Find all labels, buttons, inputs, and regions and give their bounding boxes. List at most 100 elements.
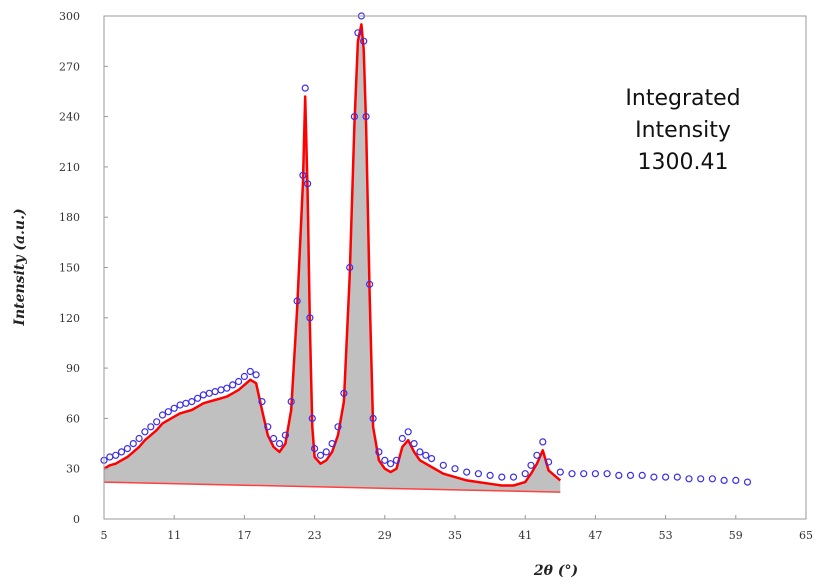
y-tick-label: 210 [59,161,80,174]
y-tick-label: 60 [66,412,80,425]
observed-point [527,461,535,469]
observed-point [580,470,588,478]
observed-point [381,456,389,464]
observed-point [375,448,383,456]
observed-point [360,37,368,45]
x-tick-label: 41 [518,529,532,542]
observed-point [463,468,471,476]
y-tick-label: 300 [59,10,80,23]
observed-point [474,470,482,478]
observed-point [311,445,319,453]
observed-point [498,473,506,481]
baseline-line [103,481,561,493]
observed-point [264,423,272,431]
tick-group: 5 11 17 23 29 35 41 47 53 59 65 0 30 60 90 120 150 180 210… [59,10,813,542]
observed-point [509,473,518,481]
observed-point [306,314,314,322]
observed-point [194,394,202,402]
x-tick-label: 29 [378,529,392,542]
observed-point [369,414,377,422]
observed-point [404,428,412,436]
observed-point [708,475,717,483]
observed-point [281,431,289,439]
observed-point [275,440,284,448]
observed-point [164,408,172,416]
observed-points-group [100,12,752,486]
observed-point [287,398,295,406]
observed-point [398,434,406,443]
observed-point [422,451,430,459]
x-tick-label: 23 [308,529,322,542]
observed-point [626,471,635,479]
observed-point [439,461,447,469]
observed-point [328,440,336,448]
observed-point [486,471,494,479]
observed-point [229,381,237,389]
observed-point [258,398,266,406]
observed-point [366,280,374,288]
x-tick-label: 59 [729,529,743,542]
x-tick-label: 17 [237,529,251,542]
observed-point [539,438,547,446]
observed-point [350,112,358,121]
x-tick-label: 53 [659,529,673,542]
y-tick-label: 0 [73,513,80,526]
observed-point [147,423,155,431]
observed-point [591,470,600,478]
y-tick-label: 180 [59,211,80,224]
y-tick-label: 270 [59,60,80,73]
observed-point [340,389,348,397]
observed-point [304,180,312,188]
x-axis-title: 2θ (°) [533,563,578,579]
observed-point [223,384,231,392]
observed-point [316,451,325,459]
observed-point [697,475,705,483]
observed-point [308,414,316,422]
observed-point [533,451,541,459]
y-tick-label: 30 [66,463,80,476]
observed-point [673,473,681,481]
annotation-line-1: Integrated [625,86,740,111]
observed-point [246,367,254,376]
observed-point [123,445,132,453]
observed-point [293,297,301,305]
observed-point [451,465,459,473]
annotation-value: 1300.41 [638,150,729,175]
observed-point [346,263,354,272]
observed-point [743,478,752,486]
x-tick-label: 65 [799,529,813,542]
observed-point [661,473,670,481]
observed-point [410,440,418,448]
fit-line-group [103,23,562,487]
observed-point [732,476,740,484]
integrated-area [104,24,561,493]
observed-point [556,468,564,476]
y-tick-label: 90 [66,362,80,375]
observed-point [188,398,196,406]
observed-point [354,29,362,37]
observed-point [235,377,243,386]
observed-point [615,471,623,479]
observed-point [387,460,395,468]
observed-point [129,440,137,448]
observed-point [568,470,576,478]
observed-point [638,471,646,479]
observed-point [544,458,553,466]
observed-point [135,434,143,443]
fit-line [103,23,562,487]
observed-point [158,411,167,419]
y-axis-title: Intensity (a.u.) [12,208,28,326]
observed-point [322,448,330,456]
y-tick-label: 240 [59,111,80,124]
x-tick-label: 35 [448,529,462,542]
observed-point [117,448,126,456]
observed-point [392,456,401,464]
y-tick-label: 120 [59,312,80,325]
observed-point [270,434,278,443]
observed-point [428,455,436,463]
observed-point [650,473,658,481]
integrated-area-group [104,24,561,493]
observed-point [153,418,161,426]
baseline-group [103,481,561,493]
